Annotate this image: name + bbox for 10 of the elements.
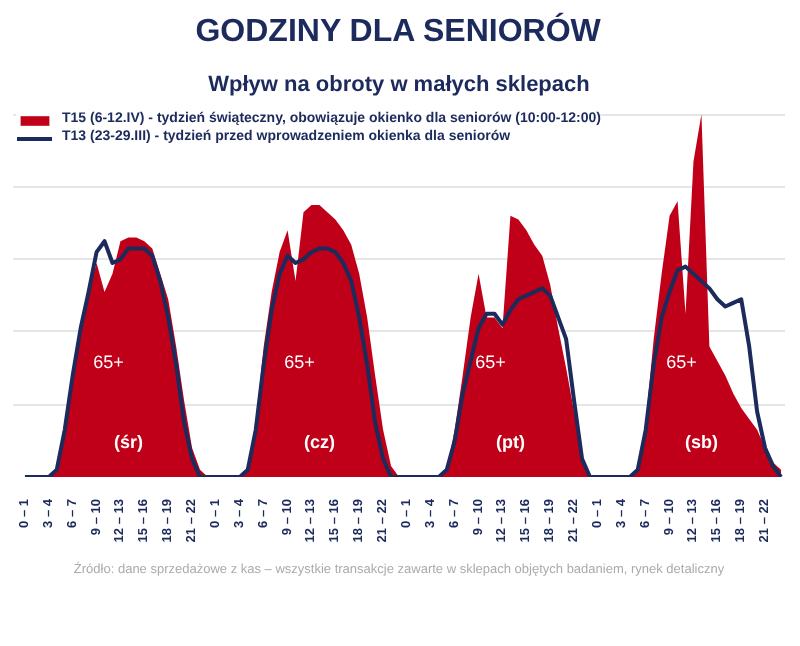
annotation: (cz) xyxy=(303,431,335,452)
annotation: (sb) xyxy=(684,431,718,452)
annotation: 65+ xyxy=(93,352,124,373)
annotation: (śr) xyxy=(113,431,143,452)
annotation: 65+ xyxy=(284,352,315,373)
annotation: (pt) xyxy=(495,431,525,452)
annotation: 65+ xyxy=(666,352,697,373)
annotation: 65+ xyxy=(475,352,506,373)
chart-title: GODZINY DLA SENIORÓW xyxy=(195,11,603,49)
chart-subtitle: Wpływ na obroty w małych sklepach xyxy=(208,73,591,97)
